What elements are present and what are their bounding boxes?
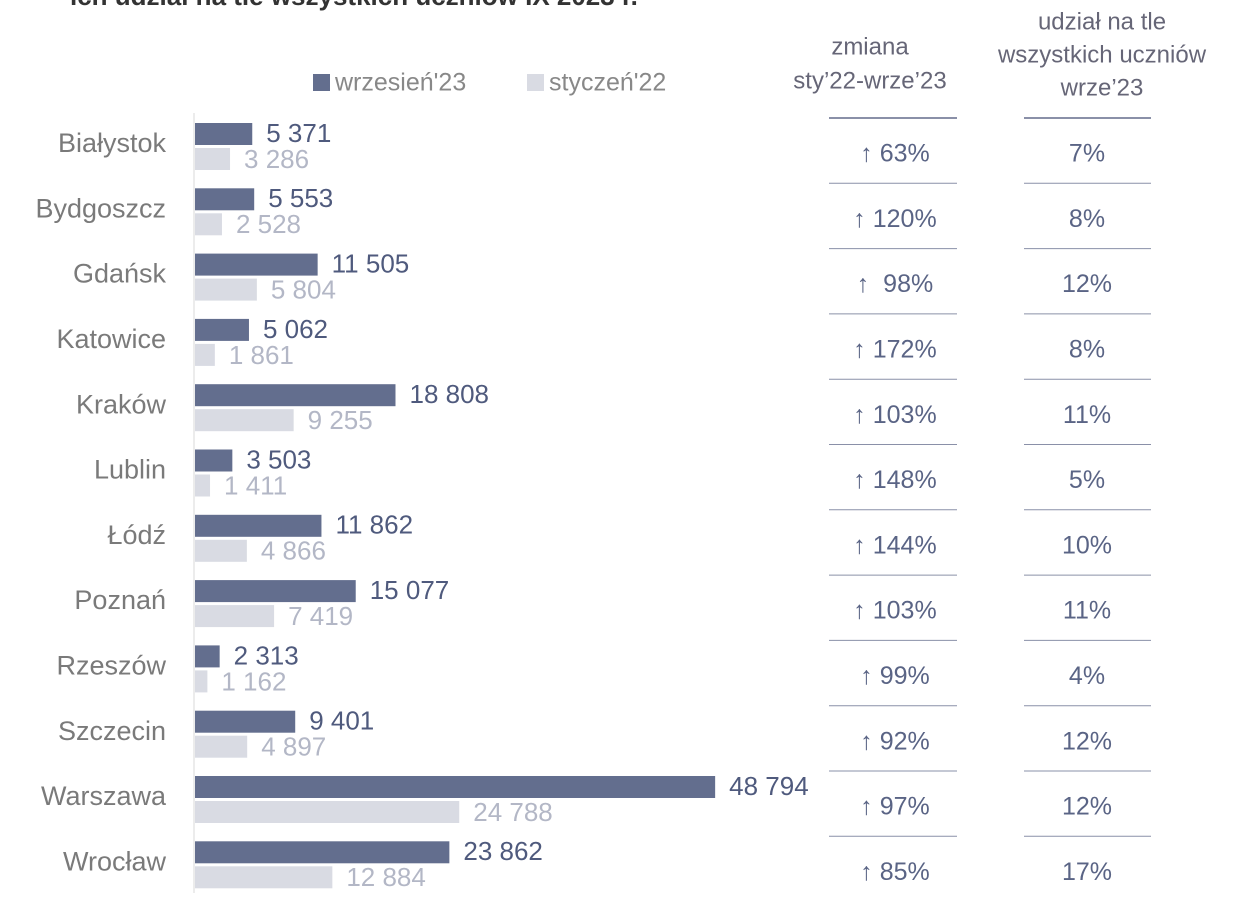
- bar: [195, 735, 248, 758]
- share-label: 12%: [1062, 270, 1112, 298]
- category-label: Rzeszów: [56, 651, 166, 681]
- bar: [195, 514, 322, 537]
- bar: [195, 710, 296, 733]
- value-label: 1 411: [224, 470, 287, 500]
- value-label: 11 505: [332, 248, 410, 278]
- legend-swatch: [313, 74, 330, 91]
- bar: [195, 188, 255, 211]
- change-label: ↑ 92%: [860, 727, 929, 755]
- change-label: ↑ 172%: [853, 336, 936, 364]
- share-label: 5%: [1069, 466, 1105, 494]
- value-label: 9 255: [308, 405, 373, 435]
- value-label: 5 062: [263, 314, 328, 344]
- change-label: ↑ 103%: [853, 401, 936, 429]
- change-label: ↑ 144%: [853, 531, 936, 559]
- bar: [195, 474, 211, 497]
- bar: [195, 253, 318, 276]
- column-header: udział na tle: [1038, 8, 1166, 35]
- category-label: Poznań: [74, 585, 166, 615]
- category-label: Gdańsk: [73, 259, 167, 289]
- value-label: 11 862: [335, 510, 413, 540]
- value-label: 23 862: [463, 836, 543, 866]
- category-label: Warszawa: [41, 781, 167, 811]
- share-label: 7%: [1069, 140, 1105, 168]
- category-label: Szczecin: [58, 716, 166, 746]
- value-label: 7 419: [288, 601, 353, 631]
- share-label: 11%: [1063, 597, 1111, 625]
- change-label: ↑ 63%: [860, 140, 929, 168]
- bar: [195, 670, 208, 693]
- value-label: 5 371: [266, 118, 331, 148]
- bar: [195, 801, 460, 823]
- share-label: 8%: [1069, 205, 1105, 233]
- category-label: Bydgoszcz: [35, 193, 166, 223]
- bar: [195, 776, 716, 798]
- column-header: wszystkich uczniów: [997, 41, 1207, 68]
- chart-title: ich udział na tle wszystkich uczniów IX …: [70, 0, 638, 11]
- change-label: ↑ 99%: [860, 662, 929, 690]
- bar: [195, 645, 220, 668]
- bar: [195, 278, 257, 301]
- change-label: ↑ 103%: [853, 597, 936, 625]
- value-label: 3 286: [244, 144, 309, 174]
- value-label: 24 788: [473, 797, 553, 827]
- bar: [195, 449, 233, 472]
- column-header: wrze’23: [1060, 74, 1144, 101]
- legend-label: wrzesień'23: [334, 69, 466, 97]
- share-label: 4%: [1069, 662, 1105, 690]
- bar: [195, 343, 215, 366]
- bar: [195, 123, 253, 145]
- category-label: Białystok: [58, 128, 167, 158]
- bar: [195, 866, 333, 889]
- legend-label: styczeń'22: [549, 69, 666, 97]
- category-label: Wrocław: [63, 846, 167, 876]
- change-label: ↑ 98%: [857, 270, 933, 298]
- bar: [195, 539, 247, 562]
- value-label: 1 162: [221, 666, 286, 696]
- bar: [195, 213, 222, 236]
- change-label: ↑ 97%: [860, 793, 929, 821]
- share-label: 10%: [1062, 531, 1112, 559]
- change-label: ↑ 120%: [853, 205, 936, 233]
- value-label: 9 401: [309, 706, 374, 736]
- category-label: Łódź: [107, 520, 166, 550]
- category-label: Kraków: [76, 389, 167, 419]
- share-label: 8%: [1069, 336, 1105, 364]
- bar: [195, 148, 231, 170]
- category-label: Lublin: [94, 455, 166, 485]
- value-label: 4 866: [261, 536, 326, 566]
- value-label: 5 804: [271, 274, 336, 304]
- bar: [195, 409, 294, 432]
- column-header: zmiana: [831, 33, 909, 60]
- column-header: sty’22-wrze’23: [793, 67, 946, 94]
- value-label: 48 794: [729, 771, 809, 801]
- value-label: 4 897: [261, 732, 326, 762]
- share-label: 11%: [1063, 401, 1111, 429]
- change-label: ↑ 148%: [853, 466, 936, 494]
- bar: [195, 841, 450, 864]
- change-label: ↑ 85%: [860, 858, 929, 886]
- value-label: 2 313: [234, 640, 299, 670]
- legend-swatch: [527, 74, 544, 91]
- bar: [195, 318, 249, 341]
- value-label: 18 808: [409, 379, 489, 409]
- bar: [195, 384, 396, 407]
- share-label: 12%: [1062, 727, 1112, 755]
- share-label: 12%: [1062, 793, 1112, 821]
- value-label: 5 553: [268, 183, 333, 213]
- share-label: 17%: [1062, 858, 1112, 886]
- value-label: 12 884: [346, 862, 426, 892]
- value-label: 2 528: [236, 209, 301, 239]
- value-label: 3 503: [246, 444, 311, 474]
- value-label: 1 861: [229, 340, 294, 370]
- category-label: Katowice: [56, 324, 166, 354]
- value-label: 15 077: [370, 575, 450, 605]
- bar: [195, 580, 356, 603]
- bar: [195, 605, 275, 628]
